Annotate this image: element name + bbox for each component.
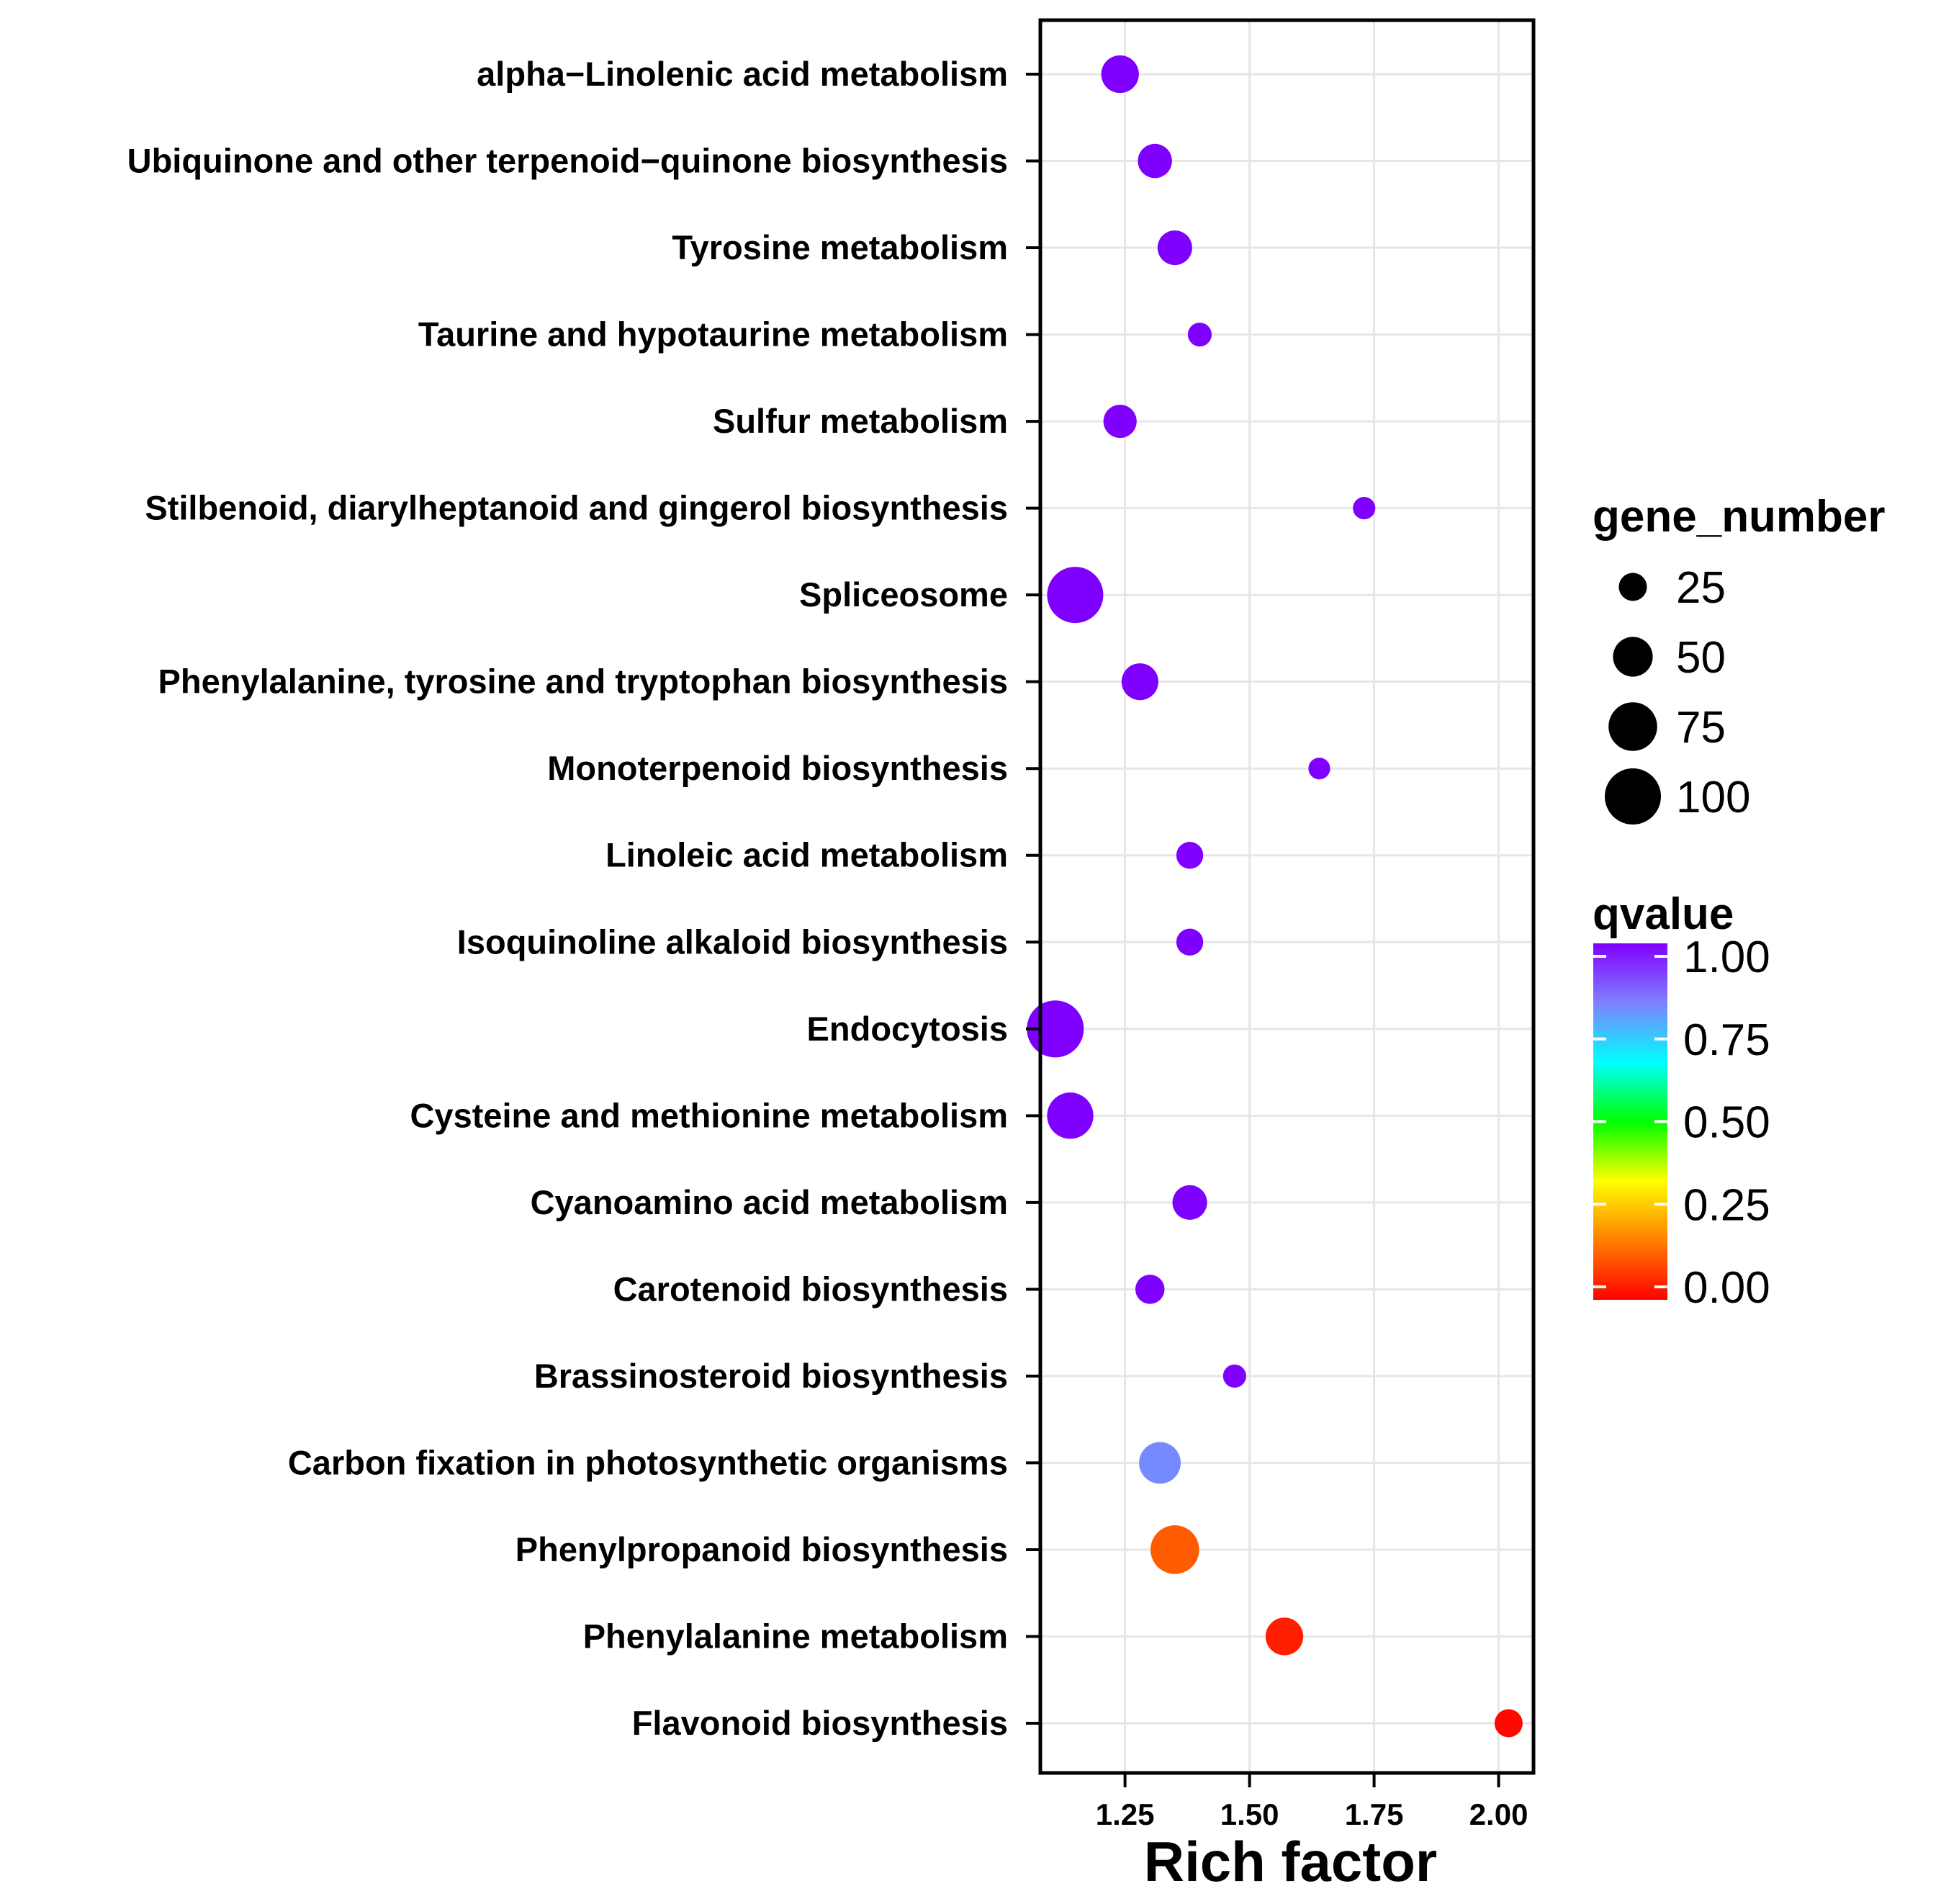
x-tick-label: 1.50: [1220, 1797, 1279, 1831]
data-point: [1138, 143, 1172, 179]
data-point: [1308, 758, 1330, 780]
category-label: Isoquinoline alkaloid biosynthesis: [457, 922, 1008, 961]
data-point: [1150, 1525, 1199, 1574]
category-label: Linoleic acid metabolism: [605, 836, 1008, 874]
category-label: Stilbenoid, diarylheptanoid and gingerol…: [145, 489, 1008, 527]
colorbar-label: 1.00: [1683, 933, 1770, 982]
size-legend-key: [1605, 768, 1661, 825]
qvalue-legend: qvalue 1.00 0.75 0.50 0.25 0.00: [1593, 889, 1770, 1313]
category-label: Carbon fixation in photosynthetic organi…: [288, 1443, 1008, 1481]
size-legend-key: [1618, 572, 1647, 601]
data-point: [1494, 1709, 1523, 1738]
category-label: alpha−Linolenic acid metabolism: [477, 55, 1008, 93]
category-label: Phenylpropanoid biosynthesis: [515, 1530, 1008, 1568]
x-tick-label: 2.00: [1469, 1797, 1528, 1831]
category-label: Cyanoamino acid metabolism: [531, 1183, 1008, 1221]
data-point: [1047, 1092, 1094, 1139]
plot-border: [1038, 18, 1536, 1775]
data-point: [1353, 497, 1376, 520]
category-label: Sulfur metabolism: [713, 402, 1008, 440]
colorbar-label: 0.50: [1683, 1098, 1770, 1148]
category-label: Spliceosome: [799, 575, 1008, 614]
category-label: Monoterpenoid biosynthesis: [547, 749, 1008, 787]
category-label: Phenylalanine, tyrosine and tryptophan b…: [158, 663, 1008, 701]
gene-number-legend: gene_number 25 50 75 100: [1593, 492, 1886, 825]
data-point: [1265, 1617, 1304, 1656]
category-label: Endocytosis: [807, 1010, 1008, 1048]
x-tick-label: 1.25: [1096, 1797, 1155, 1831]
data-point: [1176, 928, 1204, 956]
data-point: [1047, 567, 1104, 624]
category-label: Carotenoid biosynthesis: [613, 1270, 1008, 1308]
data-point: [1187, 323, 1212, 347]
category-label: Cysteine and methionine metabolism: [410, 1096, 1008, 1134]
qvalue-legend-title: qvalue: [1593, 889, 1734, 939]
x-tick-label: 1.75: [1345, 1797, 1404, 1831]
colorbar-label: 0.00: [1683, 1263, 1770, 1313]
category-label: Brassinosteroid biosynthesis: [534, 1357, 1008, 1395]
grid-layer: [1040, 20, 1534, 1773]
points-layer: [1027, 55, 1523, 1738]
x-axis-title: Rich factor: [1144, 1830, 1437, 1893]
category-label: Flavonoid biosynthesis: [632, 1704, 1008, 1742]
x-axis: 1.25 1.50 1.75 2.00: [1096, 1773, 1528, 1831]
size-legend-label: 50: [1676, 633, 1726, 683]
data-point: [1139, 1442, 1181, 1484]
data-point: [1172, 1185, 1207, 1220]
data-point: [1135, 1275, 1165, 1304]
data-point: [1121, 663, 1158, 701]
data-point: [1222, 1364, 1246, 1388]
size-legend-key: [1613, 637, 1653, 677]
category-label: Tyrosine metabolism: [672, 228, 1008, 266]
category-label: Taurine and hypotaurine metabolism: [418, 315, 1008, 354]
data-point: [1157, 230, 1192, 266]
data-point: [1101, 55, 1139, 94]
data-point: [1103, 405, 1137, 439]
size-legend-label: 75: [1676, 703, 1726, 753]
category-label: Phenylalanine metabolism: [583, 1617, 1008, 1655]
size-legend-label: 25: [1676, 563, 1726, 613]
y-axis: alpha−Linolenic acid metabolism Ubiquinon…: [127, 55, 1040, 1742]
colorbar-label: 0.75: [1683, 1015, 1770, 1065]
size-legend-label: 100: [1676, 773, 1750, 822]
colorbar-label: 0.25: [1683, 1180, 1770, 1230]
size-legend-key: [1608, 702, 1657, 751]
data-point: [1176, 842, 1204, 869]
category-label: Ubiquinone and other terpenoid−quinone b…: [127, 142, 1008, 180]
gene-number-legend-title: gene_number: [1593, 492, 1886, 542]
